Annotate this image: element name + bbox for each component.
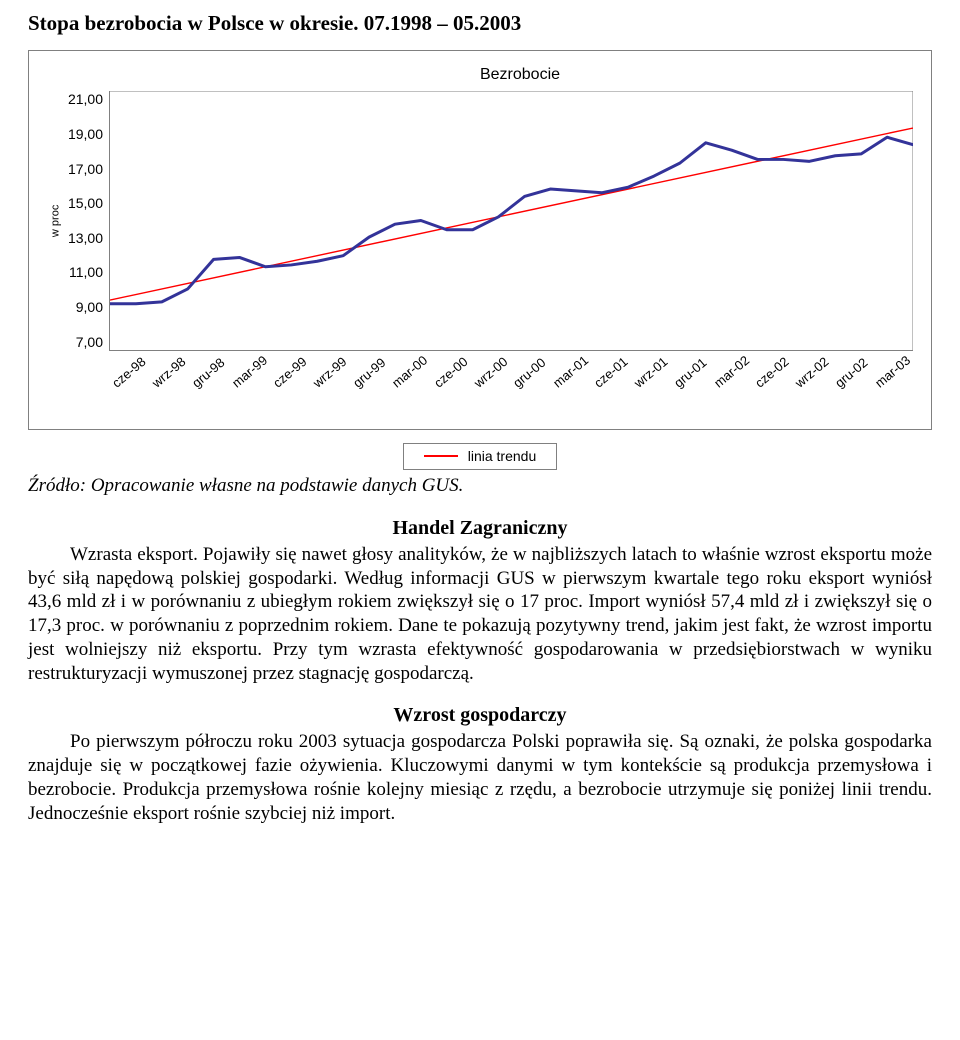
legend-label: linia trendu: [468, 448, 537, 466]
section2-body: Po pierwszym półroczu roku 2003 sytuacja…: [28, 730, 932, 825]
chart-ytick: 15,00: [65, 195, 103, 213]
section1-body: Wzrasta eksport. Pojawiły się nawet głos…: [28, 543, 932, 686]
legend-box: linia trendu: [403, 443, 558, 471]
legend-row: linia trendu: [28, 440, 932, 470]
legend-trend-line: [424, 455, 458, 457]
section1-heading: Handel Zagraniczny: [28, 516, 932, 541]
source-citation: Źródło: Opracowanie własne na podstawie …: [28, 474, 932, 498]
chart-area: w proc 21,00 19,00 17,00 15,00 13,00 11,00 9,0…: [47, 91, 913, 351]
chart-yticks: 21,00 19,00 17,00 15,00 13,00 11,00 9,00 7,00: [65, 91, 109, 351]
chart-ytick: 7,00: [65, 334, 103, 352]
chart-title: Bezrobocie: [127, 65, 913, 85]
chart-ytick: 21,00: [65, 91, 103, 109]
chart-ytick: 11,00: [65, 264, 103, 282]
chart-ylabel: w proc: [49, 205, 63, 237]
chart-ytick: 17,00: [65, 161, 103, 179]
chart-ytick: 19,00: [65, 126, 103, 144]
chart-svg: [110, 91, 913, 350]
document-title: Stopa bezrobocia w Polsce w okresie. 07.…: [28, 10, 932, 36]
chart-ytick: 9,00: [65, 299, 103, 317]
chart-plot: [109, 91, 913, 351]
section2-heading: Wzrost gospodarczy: [28, 703, 932, 728]
chart-ytick: 13,00: [65, 230, 103, 248]
chart-ylabel-col: w proc: [47, 91, 65, 351]
chart-xtick: mar-03: [872, 353, 924, 404]
chart-container: Bezrobocie w proc 21,00 19,00 17,00 15,00 13…: [28, 50, 932, 430]
chart-xticks: cze-98wrz-98gru-98mar-99cze-99wrz-99gru-…: [109, 351, 913, 411]
